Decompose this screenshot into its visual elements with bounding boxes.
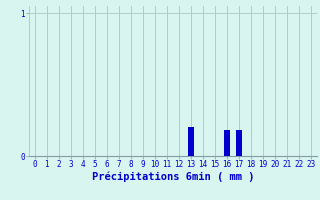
X-axis label: Précipitations 6min ( mm ): Précipitations 6min ( mm ) [92,172,254,182]
Bar [188,127,194,156]
Bar [236,130,242,156]
Bar [224,130,230,156]
